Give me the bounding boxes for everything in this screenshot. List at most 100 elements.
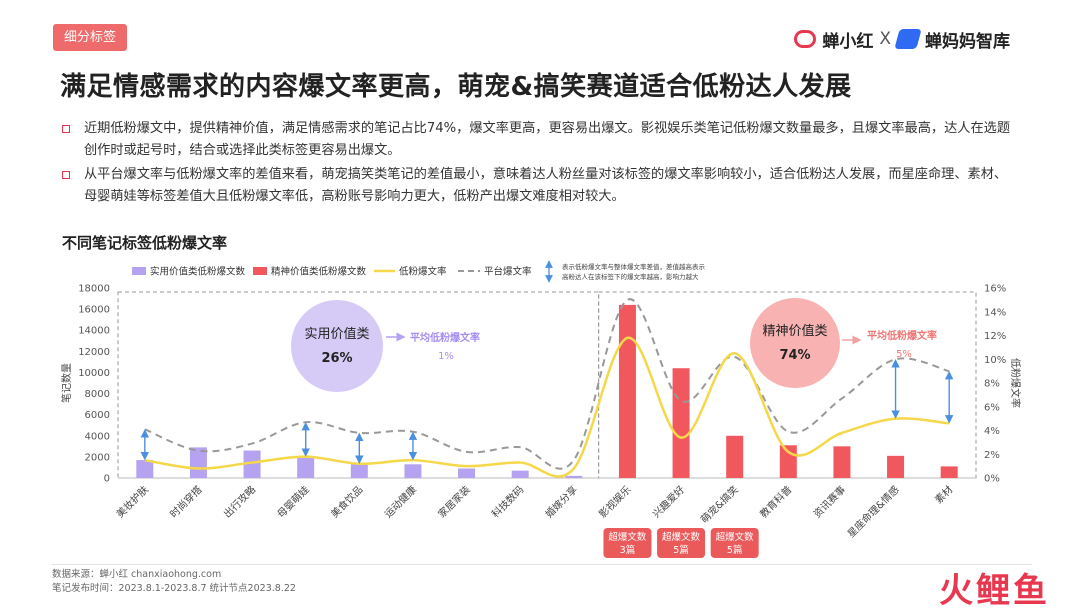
logo-separator: X [879, 29, 891, 49]
watermark-logo: 火鲤鱼 [939, 571, 1050, 611]
legend-practical-label: 实用价值类低粉爆文数 [150, 266, 246, 278]
chart-title: 不同笔记标签低粉爆文率 [62, 234, 228, 252]
bar-practical [458, 468, 476, 478]
y-axis-label: 笔记数量 [60, 363, 73, 403]
footer-source: 数据来源：蝉小红 chanxiaohong.com [52, 569, 222, 580]
x-tick-label: 影视娱乐 [596, 483, 633, 520]
bullet-text: 从平台爆文率与低粉爆文率的差值来看，萌宠搞笑类笔记的差值最小，意味着达人粉丝量对… [84, 167, 1008, 204]
bar-practical [350, 464, 368, 478]
y-tick-label: 4000 [85, 431, 110, 442]
y-tick-label: 10000 [78, 368, 110, 379]
bullet-item: 近期低粉爆文中，提供精神价值，满足情感需求的笔记占比74%，爆文率更高，更容易出… [60, 118, 1020, 162]
x-tick-label: 萌宠&搞笑 [698, 483, 741, 526]
bar-spiritual [726, 435, 744, 478]
bar-spiritual [940, 466, 958, 478]
super-hit-callout-line1: 超爆文数 [716, 531, 755, 543]
super-hit-callout [657, 528, 706, 558]
practical-group-label: 实用价值类 [304, 326, 369, 342]
spiritual-avg-label: 平均低粉爆文率 [867, 329, 937, 342]
brand-logos: 蝉小红 X 蝉妈妈智库 [794, 24, 1010, 54]
section-tag: 细分标签 [53, 24, 127, 51]
bar-spiritual [833, 446, 851, 478]
super-hit-callout-line2: 3篇 [620, 544, 636, 556]
logo-left-text: 蝉小红 [822, 31, 874, 52]
x-tick-label: 运动健康 [382, 483, 419, 520]
y2-axis-label: 低粉爆文率 [1009, 358, 1022, 408]
super-hit-callout-line1: 超爆文数 [662, 531, 701, 543]
y2-tick-label: 10% [984, 355, 1006, 366]
y2-tick-label: 0% [984, 474, 1000, 485]
spiritual-group-label: 精神价值类 [762, 323, 827, 339]
spiritual-group-pct: 74% [779, 348, 810, 363]
x-tick-label: 出行攻略 [221, 483, 258, 520]
bullet-text: 近期低粉爆文中，提供精神价值，满足情感需求的笔记占比74%，爆文率更高，更容易出… [84, 121, 1011, 158]
bar-practical [404, 464, 422, 478]
practical-avg-label: 平均低粉爆文率 [410, 331, 480, 344]
chanxiaohong-logo-icon [794, 30, 817, 48]
bar-practical [297, 457, 315, 478]
y2-tick-label: 6% [984, 402, 1000, 413]
bar-practical [136, 460, 154, 478]
bar-spiritual [618, 304, 636, 478]
y-tick-label: 16000 [78, 305, 110, 316]
y-tick-label: 18000 [78, 284, 110, 295]
y2-tick-label: 4% [984, 426, 1000, 437]
bar-spiritual [779, 445, 797, 478]
super-hit-callout-line1: 超爆文数 [608, 531, 647, 543]
bar-practical [243, 450, 261, 478]
y-tick-label: 6000 [85, 410, 110, 421]
legend-practical-swatch [132, 267, 146, 275]
footer-divider [52, 564, 1032, 565]
legend-arrow-note-line2: 高粉达人在该标签下的爆文率越高，影响力越大 [562, 272, 699, 281]
spiritual-group-circle [750, 298, 840, 388]
x-tick-label: 资讯赛事 [811, 483, 848, 520]
legend-platform-label: 平台爆文率 [484, 266, 532, 278]
practical-group-pct: 26% [321, 351, 352, 366]
low-rate-line [144, 336, 950, 478]
bullet-item: 从平台爆文率与低粉爆文率的差值来看，萌宠搞笑类笔记的差值最小，意味着达人粉丝量对… [60, 164, 1020, 208]
y-tick-label: 2000 [85, 452, 110, 463]
y2-tick-label: 8% [984, 379, 1000, 390]
x-tick-label: 兴趣爱好 [650, 483, 687, 520]
super-hit-callout [710, 528, 759, 558]
page-title: 满足情感需求的内容爆文率更高，萌宠&搞笑赛道适合低粉达人发展 [60, 72, 852, 102]
platform-rate-line [144, 298, 950, 470]
practical-avg-value: 1% [438, 351, 454, 362]
y-tick-label: 14000 [78, 326, 110, 337]
summary-bullets: 近期低粉爆文中，提供精神价值，满足情感需求的笔记占比74%，爆文率更高，更容易出… [60, 118, 1020, 210]
y-tick-label: 0 [104, 474, 110, 485]
y2-tick-label: 16% [984, 284, 1006, 295]
x-tick-label: 家居家装 [435, 483, 472, 520]
bar-spiritual [887, 455, 905, 478]
legend-low-rate-label: 低粉爆文率 [399, 266, 447, 278]
x-tick-label: 科技数码 [489, 483, 526, 520]
practical-group-circle [291, 300, 383, 392]
y2-tick-label: 2% [984, 450, 1000, 461]
spiritual-avg-value: 5% [896, 349, 912, 360]
y2-tick-label: 12% [984, 331, 1006, 342]
super-hit-callout-line2: 5篇 [673, 544, 689, 556]
x-tick-label: 时尚穿搭 [167, 483, 204, 520]
bullet-square-icon [62, 125, 70, 133]
bullet-square-icon [62, 171, 70, 179]
x-tick-label: 婚嫁分享 [542, 483, 579, 520]
bar-spiritual [672, 368, 690, 478]
y-tick-label: 8000 [85, 389, 110, 400]
legend-arrow-note-line1: 表示低粉爆文率与整体爆文率差值，差值越高表示 [562, 262, 706, 271]
x-tick-label: 教育科普 [757, 483, 794, 520]
super-hit-callout [603, 528, 652, 558]
super-hit-callout-line2: 5篇 [727, 544, 743, 556]
x-tick-label: 美妆护肤 [113, 483, 150, 520]
y-tick-label: 12000 [78, 347, 110, 358]
x-tick-label: 母婴萌娃 [274, 483, 311, 520]
footer-period: 笔记发布时间：2023.8.1-2023.8.7 统计节点2023.8.22 [52, 583, 296, 594]
logo-right-text: 蝉妈妈智库 [925, 31, 1010, 52]
x-tick-label: 美食饮品 [328, 483, 365, 520]
x-tick-label: 星座命理&情感 [845, 483, 902, 540]
bar-practical [511, 470, 529, 478]
y2-tick-label: 14% [984, 307, 1006, 318]
x-tick-label: 素材 [932, 483, 955, 506]
legend-spiritual-swatch [253, 267, 267, 275]
footer: 数据来源：蝉小红 chanxiaohong.com 笔记发布时间：2023.8.… [52, 568, 296, 596]
